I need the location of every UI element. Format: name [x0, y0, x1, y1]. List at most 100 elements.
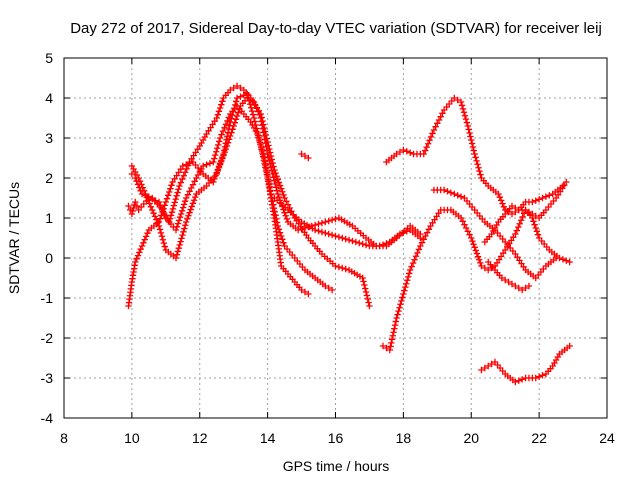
data-point — [247, 96, 254, 104]
data-point — [481, 264, 489, 272]
data-point — [376, 242, 383, 250]
data-point — [219, 127, 227, 135]
data-point — [218, 131, 225, 138]
series-arc-e — [271, 194, 424, 250]
x-tick-labels: 8 10 12 14 16 18 20 22 24 — [60, 430, 615, 446]
data-point — [468, 140, 476, 147]
data-point — [264, 150, 271, 158]
data-point — [325, 230, 332, 238]
data-point — [432, 123, 439, 130]
data-point — [467, 133, 474, 140]
x-tick-label: 24 — [599, 430, 615, 446]
data-point — [156, 215, 164, 222]
data-point — [216, 161, 224, 168]
data-point — [259, 125, 267, 132]
data-point — [153, 216, 160, 223]
data-point — [224, 117, 231, 125]
data-point — [265, 176, 272, 183]
data-point — [305, 290, 312, 298]
data-point — [403, 228, 410, 235]
data-point — [288, 208, 295, 215]
data-point — [164, 192, 172, 199]
data-point — [498, 274, 505, 282]
data-point — [361, 285, 369, 292]
data-point — [396, 148, 404, 156]
data-point — [500, 203, 508, 210]
data-point — [478, 366, 485, 374]
data-point — [481, 364, 489, 372]
data-point — [214, 145, 221, 152]
y-tick-label: 1 — [45, 210, 53, 226]
data-point — [474, 161, 481, 168]
data-point — [403, 148, 410, 155]
x-tick-label: 20 — [463, 430, 479, 446]
data-point — [257, 141, 264, 148]
data-point — [192, 193, 199, 201]
data-point — [451, 190, 458, 198]
data-point — [280, 191, 287, 199]
data-point — [237, 84, 244, 92]
data-point — [505, 278, 512, 286]
data-point — [179, 175, 186, 183]
data-point — [437, 113, 444, 120]
data-point — [235, 109, 242, 116]
data-point — [167, 212, 175, 219]
data-point — [172, 226, 180, 234]
data-point — [214, 111, 222, 118]
data-point — [512, 378, 519, 386]
data-point — [141, 236, 148, 243]
data-point — [180, 201, 188, 208]
data-point — [244, 94, 251, 102]
data-point — [461, 112, 469, 119]
data-point — [539, 194, 546, 202]
data-point — [258, 122, 266, 129]
data-point — [356, 239, 363, 247]
data-point — [339, 234, 346, 242]
data-point — [233, 94, 241, 102]
data-point — [261, 158, 269, 165]
data-point — [232, 116, 240, 123]
data-point — [180, 228, 187, 236]
data-point — [471, 150, 478, 158]
data-point — [282, 212, 289, 219]
data-point — [175, 244, 182, 252]
data-point — [227, 118, 234, 126]
data-point — [405, 273, 412, 281]
data-point — [154, 219, 161, 226]
data-point — [270, 174, 277, 181]
data-point — [454, 192, 461, 199]
data-point — [393, 314, 400, 322]
data-point — [177, 179, 185, 186]
data-point — [155, 222, 163, 230]
data-point — [515, 377, 522, 384]
y-tick-labels: -4 -3 -2 -1 0 1 2 3 4 5 — [41, 50, 54, 426]
data-point — [203, 161, 210, 168]
data-point — [258, 118, 265, 125]
data-point — [462, 115, 470, 123]
data-point — [301, 288, 309, 296]
data-point — [182, 222, 189, 229]
data-point — [229, 126, 236, 133]
data-point — [478, 262, 485, 270]
data-point — [396, 304, 403, 311]
data-point — [462, 224, 470, 232]
y-tick-label: 0 — [45, 250, 53, 266]
data-point — [393, 150, 400, 158]
data-point — [227, 86, 234, 94]
data-point — [130, 204, 137, 212]
data-point — [322, 282, 329, 290]
data-point — [318, 219, 326, 227]
data-point — [215, 138, 223, 145]
data-point — [266, 183, 273, 190]
data-point — [264, 172, 271, 180]
data-point — [531, 221, 538, 228]
data-point — [218, 101, 225, 108]
data-point — [460, 109, 468, 116]
data-point — [301, 152, 309, 160]
data-point — [512, 204, 519, 212]
data-point — [273, 219, 281, 226]
data-point — [349, 237, 356, 245]
data-point — [474, 253, 482, 260]
data-point — [404, 277, 411, 284]
data-point — [144, 197, 152, 204]
